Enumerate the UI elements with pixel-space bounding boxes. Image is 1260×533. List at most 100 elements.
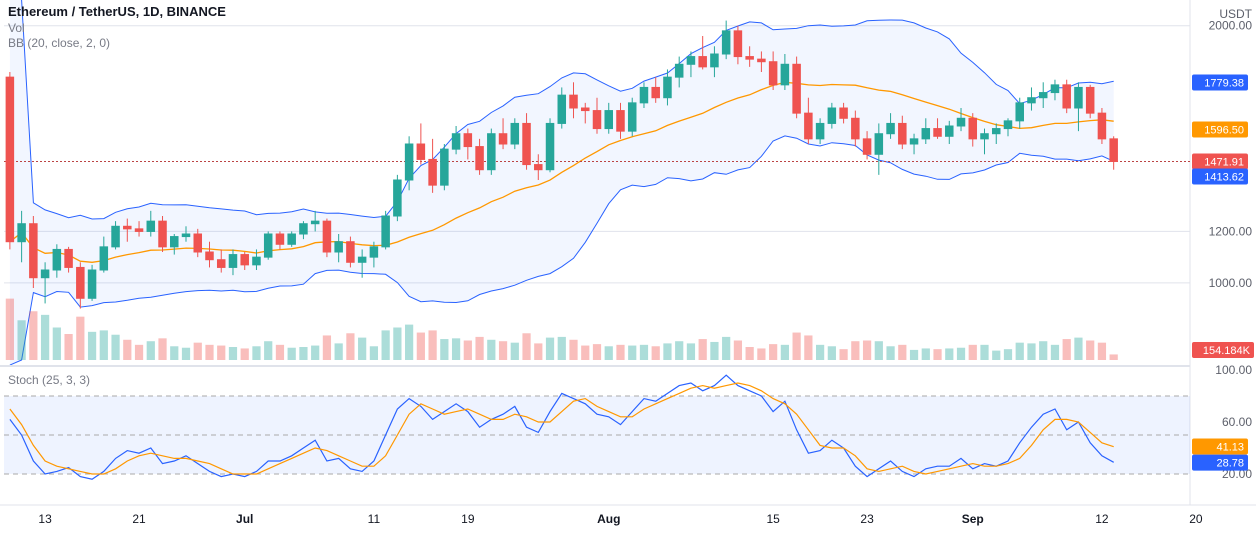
candle-body[interactable]: [1110, 139, 1118, 162]
candle-body[interactable]: [112, 226, 120, 247]
candle-body[interactable]: [793, 64, 801, 113]
candle-body[interactable]: [417, 144, 425, 159]
candle-body[interactable]: [1051, 85, 1059, 93]
candle-body[interactable]: [816, 123, 824, 138]
candle-body[interactable]: [370, 247, 378, 257]
candle-body[interactable]: [687, 57, 695, 65]
candle-body[interactable]: [910, 139, 918, 144]
candle-body[interactable]: [182, 234, 190, 237]
candle-body[interactable]: [628, 103, 636, 131]
candle-body[interactable]: [605, 111, 613, 129]
candle-body[interactable]: [852, 118, 860, 139]
candle-body[interactable]: [124, 226, 132, 229]
candle-body[interactable]: [1004, 121, 1012, 129]
candle-body[interactable]: [981, 134, 989, 139]
candle-body[interactable]: [41, 270, 49, 278]
candle-body[interactable]: [30, 224, 38, 278]
candle-body[interactable]: [253, 257, 261, 265]
candle-body[interactable]: [217, 260, 225, 268]
volume-bar: [839, 349, 847, 360]
candle-body[interactable]: [288, 234, 296, 244]
candle-body[interactable]: [394, 180, 402, 216]
volume-bar: [29, 311, 37, 360]
candle-body[interactable]: [652, 87, 660, 97]
candle-body[interactable]: [581, 108, 589, 111]
candle-body[interactable]: [264, 234, 272, 257]
candle-body[interactable]: [100, 247, 108, 270]
candle-body[interactable]: [664, 77, 672, 98]
candle-body[interactable]: [992, 129, 1000, 134]
candle-body[interactable]: [335, 242, 343, 252]
candle-body[interactable]: [769, 62, 777, 85]
candle-body[interactable]: [488, 134, 496, 170]
candle-body[interactable]: [429, 159, 437, 185]
candle-body[interactable]: [758, 59, 766, 62]
candle-body[interactable]: [323, 221, 331, 252]
candle-body[interactable]: [781, 64, 789, 85]
candle-body[interactable]: [1086, 87, 1094, 113]
candle-body[interactable]: [452, 134, 460, 149]
candle-body[interactable]: [722, 31, 730, 54]
candle-body[interactable]: [957, 118, 965, 126]
candle-body[interactable]: [464, 134, 472, 147]
candle-body[interactable]: [88, 270, 96, 298]
candle-body[interactable]: [382, 216, 390, 247]
candle-body[interactable]: [347, 242, 355, 263]
candle-body[interactable]: [558, 95, 566, 123]
volume-bar: [123, 340, 131, 360]
candle-body[interactable]: [6, 77, 14, 242]
candle-body[interactable]: [863, 139, 871, 154]
candle-body[interactable]: [593, 111, 601, 129]
candle-body[interactable]: [194, 234, 202, 252]
candle-body[interactable]: [171, 237, 179, 247]
candle-body[interactable]: [840, 108, 848, 118]
candle-body[interactable]: [946, 126, 954, 136]
candle-body[interactable]: [1028, 98, 1036, 103]
candle-body[interactable]: [875, 134, 883, 155]
candle-body[interactable]: [1075, 87, 1083, 108]
candle-body[interactable]: [476, 147, 484, 170]
candle-body[interactable]: [358, 257, 366, 262]
trading-chart[interactable]: USDT1000.001200.002000.001779.381596.501…: [0, 0, 1260, 533]
candle-body[interactable]: [441, 149, 449, 185]
candle-body[interactable]: [570, 95, 578, 108]
candle-body[interactable]: [546, 123, 554, 169]
candle-body[interactable]: [300, 224, 308, 234]
candle-body[interactable]: [969, 118, 977, 139]
candle-body[interactable]: [1098, 113, 1106, 139]
candle-body[interactable]: [523, 123, 531, 164]
candle-body[interactable]: [805, 113, 813, 139]
candle-body[interactable]: [1016, 103, 1024, 121]
candle-body[interactable]: [53, 249, 61, 270]
candle-body[interactable]: [499, 134, 507, 144]
candle-body[interactable]: [1063, 85, 1071, 108]
candle-body[interactable]: [229, 255, 237, 268]
candle-body[interactable]: [1039, 93, 1047, 98]
candle-body[interactable]: [511, 123, 519, 144]
candle-body[interactable]: [276, 234, 284, 244]
candle-body[interactable]: [828, 108, 836, 123]
volume-bar: [217, 346, 225, 360]
candle-body[interactable]: [934, 129, 942, 137]
candle-body[interactable]: [640, 87, 648, 102]
candle-body[interactable]: [899, 123, 907, 144]
candle-body[interactable]: [77, 267, 85, 298]
candle-body[interactable]: [734, 31, 742, 57]
candle-body[interactable]: [135, 229, 143, 232]
candle-body[interactable]: [675, 64, 683, 77]
candle-body[interactable]: [699, 57, 707, 67]
candle-body[interactable]: [922, 129, 930, 139]
candle-body[interactable]: [18, 224, 26, 242]
candle-body[interactable]: [746, 57, 754, 60]
candle-body[interactable]: [311, 221, 319, 224]
candle-body[interactable]: [887, 123, 895, 133]
candle-body[interactable]: [206, 252, 214, 260]
candle-body[interactable]: [535, 165, 543, 170]
candle-body[interactable]: [405, 144, 413, 180]
candle-body[interactable]: [241, 255, 249, 265]
candle-body[interactable]: [711, 54, 719, 67]
candle-body[interactable]: [159, 221, 167, 247]
candle-body[interactable]: [147, 221, 155, 231]
candle-body[interactable]: [65, 249, 73, 267]
candle-body[interactable]: [617, 111, 625, 132]
